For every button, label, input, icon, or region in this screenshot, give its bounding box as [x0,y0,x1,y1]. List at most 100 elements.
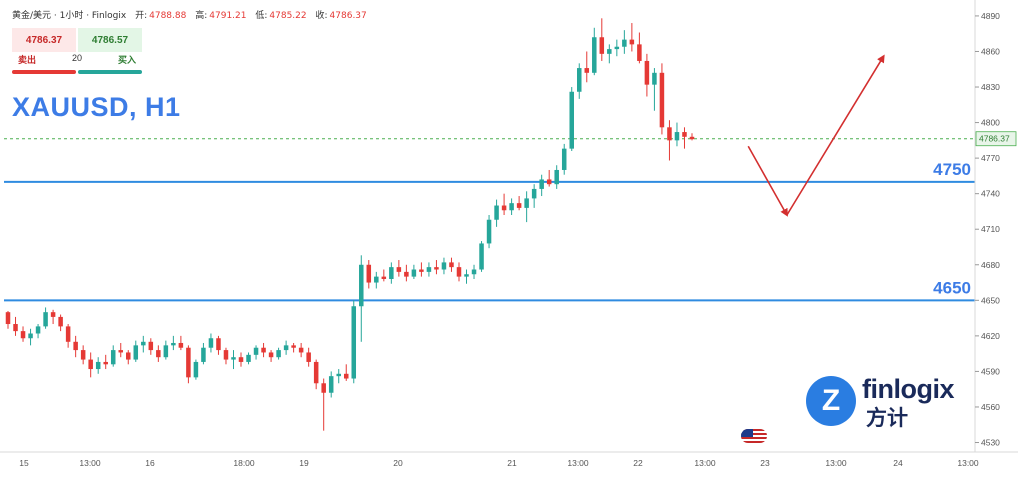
candle [253,345,259,360]
candle [456,262,462,282]
candle [261,342,266,358]
candle [283,340,289,355]
candle-body [607,49,612,54]
candle-body [313,361,319,384]
candle-body [171,342,176,346]
sell-price-button[interactable]: 4786.37 [12,28,76,52]
candle-body [133,345,139,360]
buy-price-button[interactable]: 4786.57 [78,28,142,52]
last-price-tag [975,131,1017,147]
logo-chinese-text: 方计 [866,406,908,430]
candle-body [494,205,499,220]
candle [298,342,304,358]
candle [28,328,33,346]
candle-body [231,357,236,360]
candles [5,18,695,431]
candle-body [208,338,214,348]
candle [201,342,206,365]
candle-body [471,269,477,275]
candle-body [629,39,635,45]
symbol-description: 黄金/美元 · 1小时 · Finlogix [12,11,127,21]
candle-body [622,39,627,47]
projection-arrows [747,54,885,217]
candle [381,269,387,282]
candle [374,271,379,289]
high-value: 4791.21 [209,11,247,21]
price-tick-label: 4890 [981,11,1000,21]
candle-body [321,383,326,393]
candle-body [419,269,424,272]
candle-body [599,37,605,54]
time-tick-label: 13:00 [79,458,101,468]
price-axis[interactable]: 4530 4560 4590 4620 4650 4680 4710 4740 4770 4800… [974,0,1017,452]
candle-body [554,169,559,185]
candle [404,264,409,282]
last-price-label: 4786.37 [979,134,1010,144]
candle-body [13,324,18,332]
buy-label[interactable]: 买入 [117,56,136,66]
level-label-4750: 4750 [933,160,971,179]
candle [682,127,687,149]
candle-body [268,352,274,358]
candle-body [50,312,56,317]
candle-body [539,179,544,189]
candle-body [359,264,364,307]
candle-body [103,361,108,365]
candle [328,371,334,398]
candle-body [73,341,78,351]
candle-body [569,91,574,149]
time-tick-label: 16 [145,458,155,468]
candle [65,324,71,348]
price-tick-label: 4800 [981,118,1000,128]
candle-body [126,352,131,360]
candle-body [336,373,341,377]
price-tick-label: 4680 [981,260,1000,270]
candle [223,347,229,365]
candle-body [689,136,695,140]
candle-body [246,354,251,362]
candle [524,191,529,223]
candle [652,68,657,111]
candle-body [298,347,304,353]
sell-label[interactable]: 卖出 [18,56,37,66]
us-flag-icon [741,429,767,443]
candle [156,345,161,362]
time-tick-label: 13:00 [825,458,847,468]
symbol-title: XAUUSD, H1 [12,92,181,122]
candle-body [441,262,447,270]
price-tick-label: 4830 [981,82,1000,92]
buy-bar [78,70,142,74]
candle [110,345,116,367]
candle [80,345,86,365]
candle [509,198,514,216]
sell-bar [12,70,76,74]
candle [306,347,311,367]
time-tick-label: 13:00 [567,458,589,468]
candle [674,122,680,147]
candle-body [178,342,184,348]
candle [576,63,582,99]
candle [396,260,402,277]
quantity-field[interactable]: 20 [71,53,82,63]
candle-body [163,345,169,358]
time-axis[interactable]: 15 13:00 16 18:00 19 20 21 13:00 22 13:00 23 13:00 2… [0,451,1018,468]
time-tick-label: 19 [299,458,309,468]
price-tick-label: 4650 [981,295,1000,305]
candle-body [396,267,402,272]
candle-body [141,341,146,346]
ohlc-header: 黄金/美元 · 1小时 · Finlogix 开: 4788.88 高: 4791.… [12,8,367,21]
candle-body [659,72,665,128]
candle-body [201,347,206,362]
candle-body [652,72,657,85]
finlogix-logo-icon: Z [806,376,856,426]
candle-body [186,347,191,378]
candle [644,53,650,97]
candle-body [464,274,469,277]
candle [546,169,552,187]
price-tick-label: 4530 [981,438,1000,448]
price-tick-label: 4860 [981,46,1000,56]
candle-body [501,205,507,211]
price-tick-label: 4560 [981,402,1000,412]
candle [186,345,191,384]
